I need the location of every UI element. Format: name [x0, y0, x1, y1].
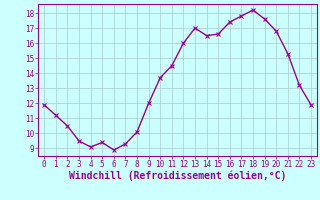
- X-axis label: Windchill (Refroidissement éolien,°C): Windchill (Refroidissement éolien,°C): [69, 171, 286, 181]
